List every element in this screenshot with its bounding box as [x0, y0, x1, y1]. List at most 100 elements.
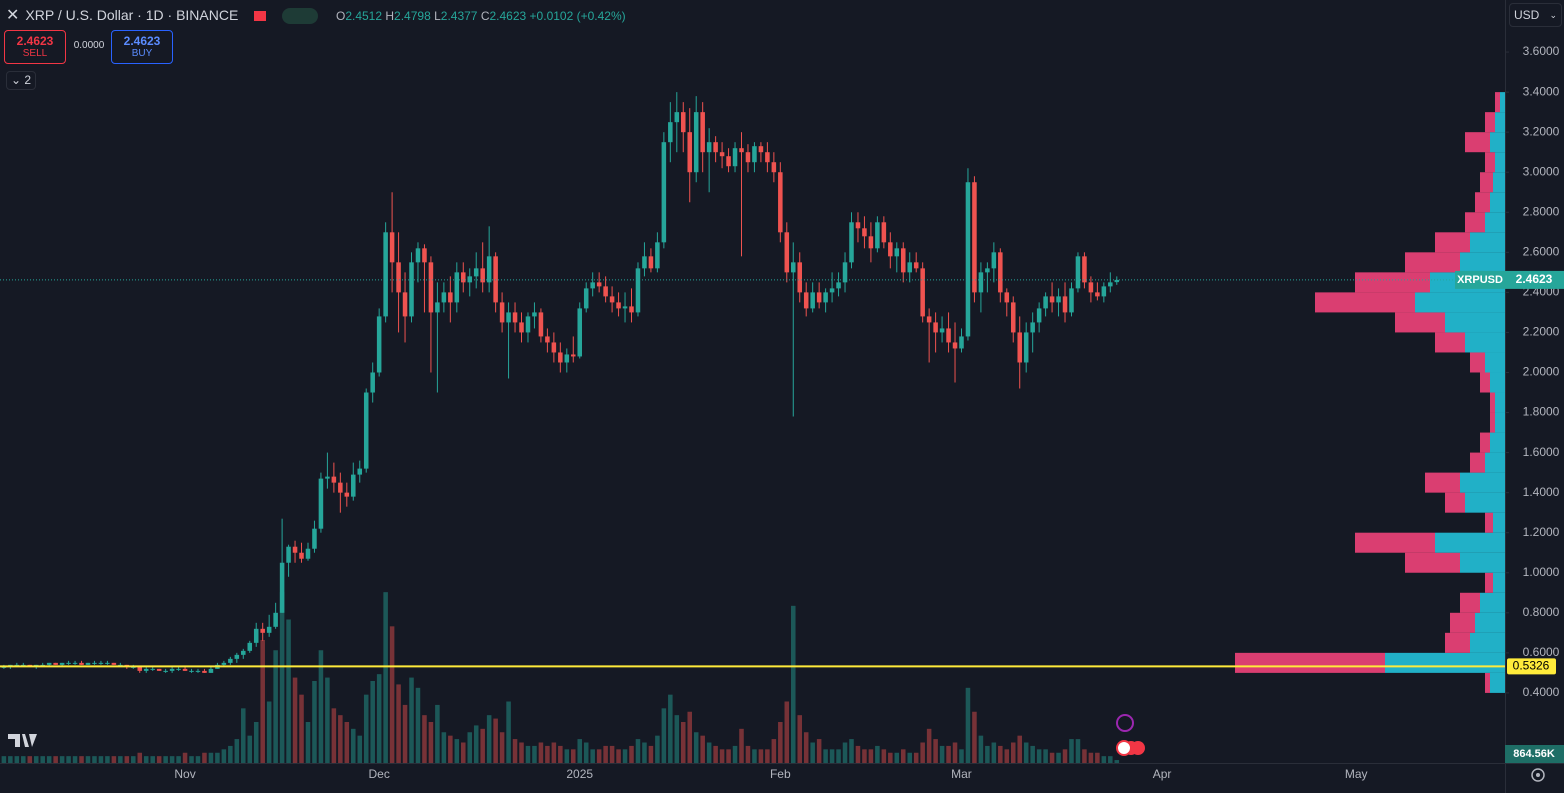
symbol-title[interactable]: XRP / U.S. Dollar · 1D · BINANCE — [25, 7, 239, 23]
profile-buy — [1415, 292, 1505, 313]
candle-body — [266, 626, 272, 633]
buy-label: BUY — [131, 48, 153, 59]
volume-bar — [195, 756, 201, 763]
volume-bar — [389, 626, 395, 763]
candle-body — [752, 146, 757, 163]
candle-body — [1095, 292, 1100, 297]
volume-bar — [926, 728, 932, 763]
flag-icon[interactable] — [254, 11, 267, 22]
volume-bar — [648, 745, 654, 763]
volume-bar — [92, 756, 97, 763]
candle-body — [829, 288, 835, 293]
volume-bar — [150, 756, 155, 763]
indicator-count: 2 — [24, 73, 32, 87]
ohlc-key: H — [385, 9, 395, 23]
candle-body — [105, 662, 110, 664]
ohlc-value: 2.4377 — [440, 9, 478, 23]
candle-body — [616, 302, 621, 309]
profile-buy — [1495, 112, 1505, 133]
candle-body — [493, 256, 498, 303]
symbol-label: XRPUSD — [1457, 274, 1503, 286]
candle-body — [156, 668, 162, 671]
candle-body — [1030, 322, 1035, 333]
profile-sell — [1480, 372, 1490, 393]
close-icon[interactable]: ✕ — [6, 7, 20, 24]
profile-sell — [1485, 152, 1495, 173]
candle-body — [131, 666, 136, 668]
profile-buy — [1485, 452, 1505, 473]
volume-bar — [771, 739, 777, 763]
buy-button[interactable]: 2.4623 BUY — [111, 30, 173, 64]
ohlc-value: 2.4512 — [345, 9, 383, 23]
profile-sell — [1435, 332, 1465, 353]
volume-bar — [1017, 735, 1022, 763]
volume-bar — [668, 694, 673, 763]
candle-body — [247, 642, 253, 651]
volume-bar — [538, 742, 544, 763]
candle-body — [972, 182, 977, 293]
volume-bar — [842, 742, 848, 763]
volume-bar — [480, 728, 485, 763]
candle-body — [253, 628, 259, 643]
candle-body — [234, 654, 240, 659]
candle-body — [810, 292, 815, 309]
volume-bar — [344, 722, 350, 763]
profile-buy — [1490, 132, 1505, 153]
profile-sell — [1395, 312, 1445, 333]
volume-bar — [681, 722, 686, 763]
currency-select[interactable]: USD ⌄ — [1509, 3, 1562, 27]
candle-body — [907, 262, 912, 273]
candle-body — [409, 262, 414, 317]
indicator-toggle[interactable]: ⌄ 2 — [6, 71, 36, 90]
volume-bar — [655, 735, 660, 763]
candle-body — [732, 148, 738, 167]
volume-bar — [247, 735, 253, 763]
volume-bar — [900, 749, 906, 763]
candle-body — [868, 236, 874, 249]
profile-sell — [1235, 652, 1385, 673]
volume-bar — [27, 756, 33, 763]
candle-body — [719, 152, 725, 157]
candle-body — [1049, 296, 1055, 303]
candle-body — [66, 662, 71, 664]
volume-bar — [98, 756, 104, 763]
candle-body — [946, 328, 951, 343]
volume-bar — [765, 749, 770, 763]
candle-body — [499, 302, 505, 323]
candle-body — [260, 628, 265, 633]
candle-body — [836, 282, 841, 289]
candle-body — [881, 222, 887, 243]
volume-bar — [124, 756, 130, 763]
profile-sell — [1460, 592, 1480, 613]
x-tick-label: Dec — [368, 767, 389, 781]
candle-body — [1023, 332, 1029, 363]
event-icons[interactable] — [1116, 714, 1145, 756]
settings-icon[interactable] — [1531, 768, 1545, 782]
x-tick-label: Feb — [770, 767, 791, 781]
volume-bar — [221, 749, 227, 763]
volume-bar — [888, 752, 893, 763]
candle-body — [900, 248, 906, 273]
candle-body — [351, 474, 356, 497]
volume-bar — [53, 756, 58, 763]
profile-buy — [1495, 152, 1505, 173]
candle-body — [1108, 282, 1113, 287]
volume-bar — [758, 749, 764, 763]
sell-button[interactable]: 2.4623 SELL — [4, 30, 66, 64]
profile-buy — [1385, 652, 1505, 673]
volume-bar — [1, 756, 7, 763]
y-tick-label: 2.2000 — [1523, 325, 1560, 339]
candle-body — [299, 552, 304, 559]
candle-body — [933, 322, 938, 333]
ohlc-key: C — [480, 9, 490, 23]
volume-bar — [797, 715, 802, 763]
profile-buy — [1445, 312, 1505, 333]
candle-body — [888, 242, 893, 257]
volume-bar — [415, 687, 421, 763]
candle-body — [441, 292, 447, 303]
volume-bar — [331, 708, 337, 763]
candle-body — [92, 662, 97, 664]
candle-body — [221, 662, 227, 665]
profile-sell — [1485, 672, 1490, 693]
status-pill[interactable] — [282, 8, 319, 25]
